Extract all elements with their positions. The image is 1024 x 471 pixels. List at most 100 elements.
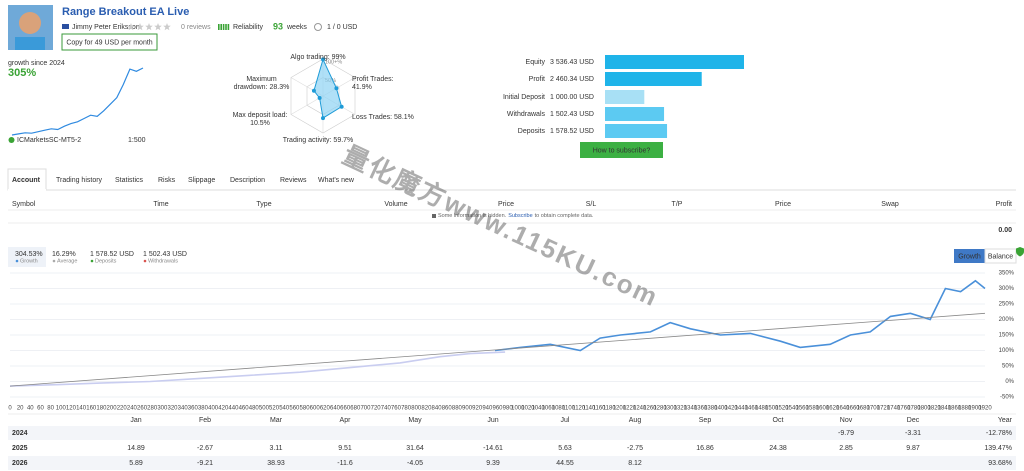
notice-link[interactable]: Subscribe [508,213,532,219]
month-header: Aug [629,417,642,424]
tab[interactable]: Account [12,177,41,184]
tab[interactable]: Trading history [56,177,103,184]
x-tick-label: 780 [401,406,412,412]
growth-line [9,351,506,387]
month-return: 38.93 [267,460,285,467]
bar [605,90,645,104]
x-tick-label: 1620 [826,406,840,412]
y-tick-label: 100% [999,348,1015,354]
x-tick-label: 860 [442,406,453,412]
view-button[interactable] [954,249,985,263]
bar-label: Initial Deposit [503,94,545,101]
bar-label: Deposits [518,128,546,135]
x-tick-label: 1180 [603,406,617,412]
x-tick-label: 580 [300,406,311,412]
month-return: 9.87 [906,445,920,452]
radar-label: Loss Trades: 58.1% [352,114,424,122]
column-header: Volume [384,201,407,208]
radar-point [321,116,325,121]
x-tick-label: 180 [96,406,107,412]
tab[interactable]: Statistics [115,177,144,184]
month-return: 24.38 [769,445,787,452]
column-header: Profit [996,201,1012,208]
column-header: Type [256,201,271,208]
tab[interactable]: Risks [158,177,176,184]
author-name[interactable]: Jimmy Peter Eriksson [72,24,140,31]
x-tick-label: 1560 [796,406,810,412]
copy-button-label[interactable]: Copy for 49 USD per month [66,39,152,46]
radar-label: Maximum drawdown: 28.3% [233,76,290,92]
radar-value: 99% [331,54,346,61]
x-tick-label: 800 [411,406,422,412]
bar-label: Equity [526,59,546,66]
radar-value: 41.9% [352,84,372,91]
listing-title[interactable]: Range Breakout EA Live [62,6,189,18]
month-header: Feb [199,417,211,424]
bar [605,55,744,69]
broker[interactable]: ICMarketsSC-MT5-2 [17,137,81,144]
bar-label: Profit [529,76,545,83]
radar-point [317,95,322,100]
view-button-label[interactable]: Growth [958,253,981,260]
x-tick-label: 1660 [846,406,860,412]
stat-label: Withdrawals [148,258,178,264]
month-header: Year [998,417,1013,424]
stat-label: Deposits [95,258,117,264]
subscribe-button-label[interactable]: How to subscribe? [593,147,651,154]
month-return: 5.63 [558,445,572,452]
x-tick-label: 1080 [552,406,566,412]
tab[interactable]: Reviews [280,177,307,184]
reliability-bar [225,24,227,30]
tab[interactable]: Slippage [188,177,215,184]
y-tick-label: 250% [999,302,1015,308]
month-header: Sep [699,417,712,424]
tab[interactable]: What's new [318,177,355,184]
month-header: Dec [907,417,920,424]
reviews[interactable]: 0 reviews [181,24,211,31]
radar-point [311,88,316,93]
month-header: Nov [840,417,853,424]
weeks-value: 93 [273,21,283,31]
stat-dot [143,259,147,263]
column-header: Symbol [12,201,36,208]
x-tick-label: 1600 [816,406,830,412]
x-tick-label: 1640 [836,406,850,412]
growth-line [494,279,986,352]
x-tick-label: 900 [462,406,473,412]
month-return: -2.75 [627,445,643,452]
x-tick-label: 960 [492,406,503,412]
x-tick-label: 1460 [745,406,759,412]
shield-icon [1016,247,1024,257]
column-header: S/L [586,201,597,208]
x-tick-label: 1440 [735,406,749,412]
notice-text: Some information is hidden. [438,213,507,219]
x-tick-label: 720 [371,406,382,412]
x-tick-label: 1820 [928,406,942,412]
total-profit: 0.00 [998,227,1012,234]
x-tick-label: 1260 [643,406,657,412]
rating-star [136,23,144,31]
x-tick-label: 1860 [948,406,962,412]
view-button[interactable] [984,248,1017,264]
month-return: 44.55 [556,460,574,467]
x-tick-label: 360 [188,406,199,412]
x-tick-label: 1520 [775,406,789,412]
x-tick-label: 1480 [755,406,769,412]
month-return: -9.79 [838,430,854,437]
flag [62,24,69,29]
tab[interactable]: Description [230,177,265,184]
x-tick-label: 1580 [806,406,820,412]
x-tick-label: 1000 [511,406,525,412]
copy-button[interactable] [61,33,158,51]
x-tick-label: 560 [289,406,300,412]
radar-axis-name: Maximum drawdown: [233,76,277,91]
month-return: 8.12 [628,460,642,467]
subscribe-button[interactable] [580,142,663,158]
trend-line [9,312,986,387]
view-button-label[interactable]: Balance [988,253,1013,260]
x-tick-label: 420 [218,406,229,412]
month-return: 5.89 [129,460,143,467]
row-background [8,426,1016,440]
x-tick-label: 1880 [958,406,972,412]
rating-star [154,23,162,31]
